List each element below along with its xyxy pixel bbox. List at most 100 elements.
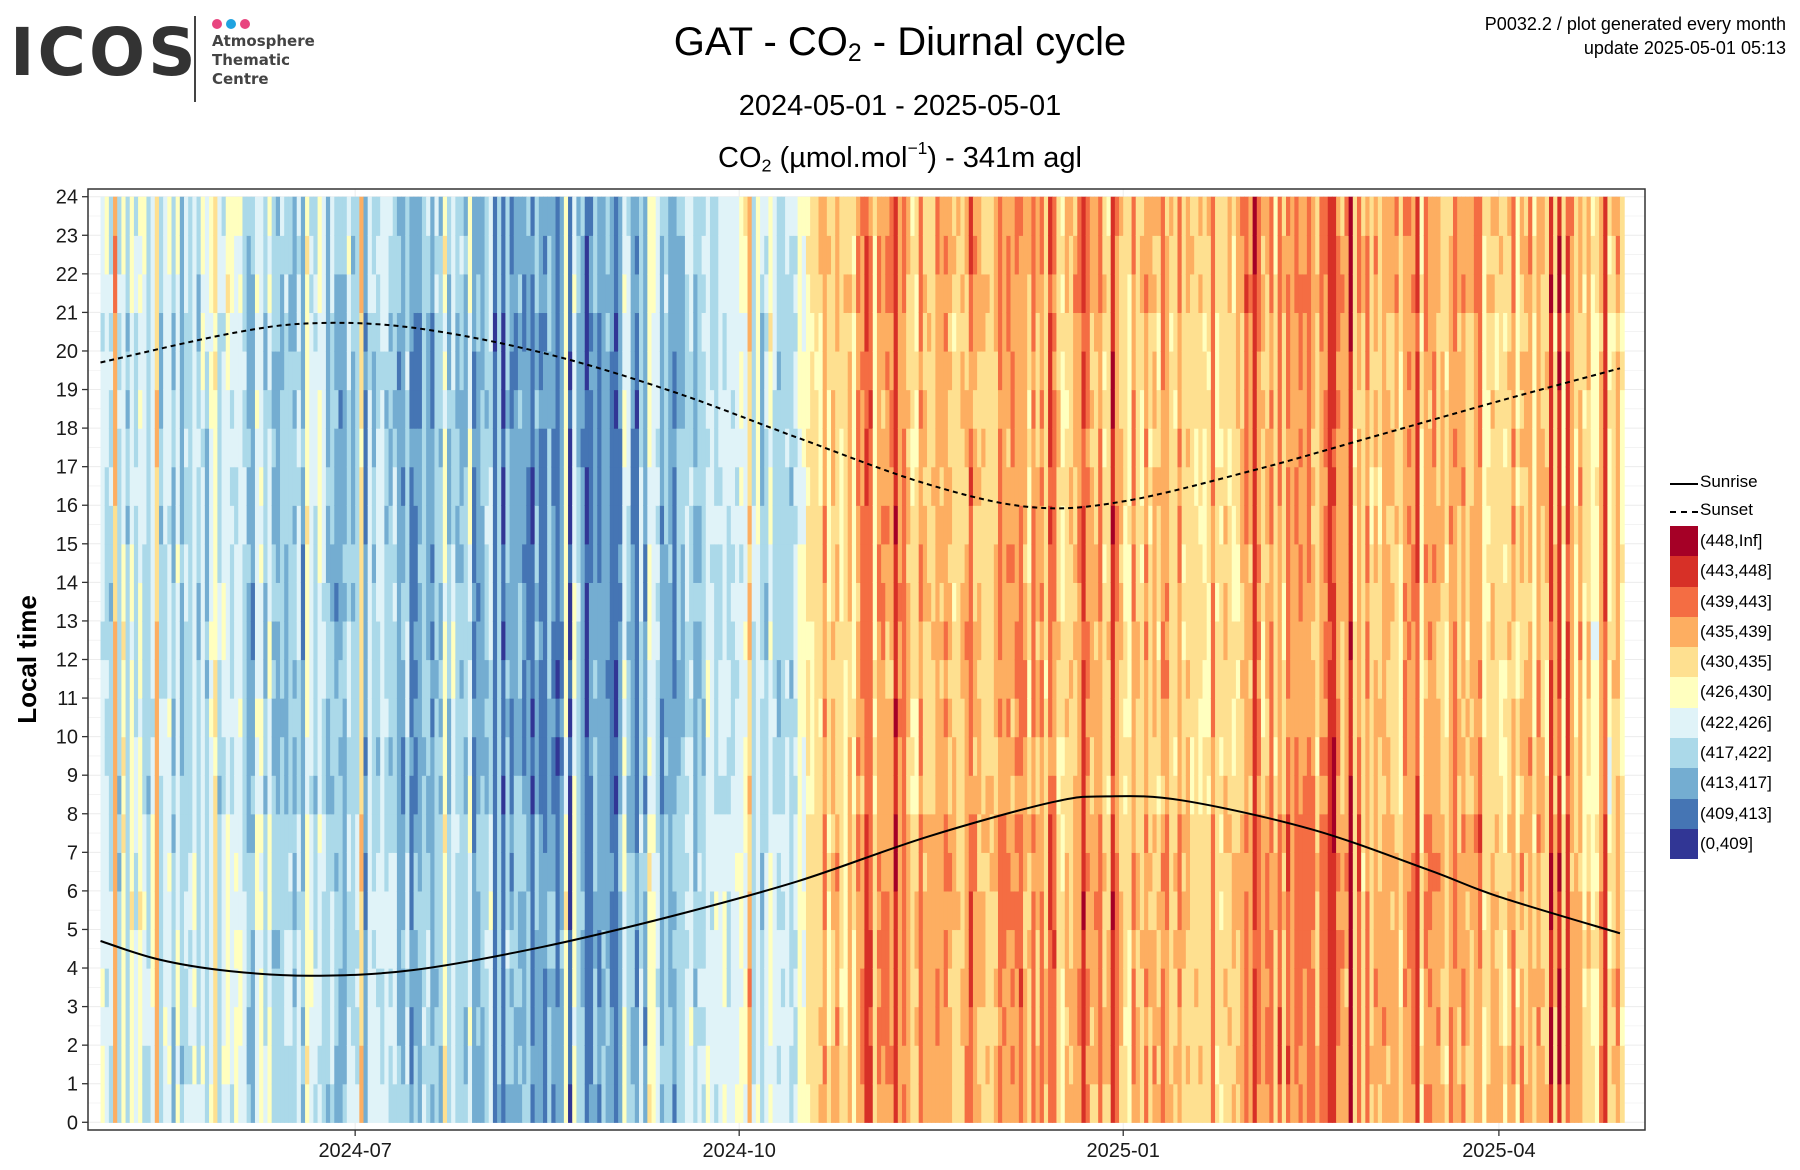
heatmap-cell: [810, 235, 815, 275]
heatmap-cell: [355, 929, 360, 969]
heatmap-cell: [509, 273, 515, 314]
logo-subtitle-line: Atmosphere: [212, 32, 315, 50]
heatmap-cell: [271, 813, 277, 853]
heatmap-cell: [714, 428, 719, 468]
heatmap-cell: [125, 852, 131, 892]
heatmap-cell: [313, 698, 319, 738]
heatmap-cell: [530, 775, 536, 815]
heatmap-cell: [522, 1045, 527, 1085]
heatmap-cell: [597, 1083, 603, 1123]
heatmap-cell: [430, 620, 436, 661]
heatmap-cell: [380, 890, 385, 931]
heatmap-cell: [534, 389, 540, 429]
heatmap-cell: [860, 543, 866, 583]
heatmap-cell: [371, 196, 377, 236]
heatmap-cell: [221, 698, 227, 738]
heatmap-cell: [935, 890, 941, 931]
heatmap-cell: [743, 620, 749, 661]
heatmap-cell: [705, 698, 711, 738]
heatmap-cell: [931, 543, 936, 583]
heatmap-cell: [184, 775, 189, 815]
heatmap-cell: [801, 543, 807, 583]
heatmap-cell: [275, 890, 281, 931]
heatmap-cell: [472, 620, 477, 661]
heatmap-cell: [104, 813, 110, 853]
heatmap-cell: [693, 775, 699, 815]
heatmap-cell: [555, 968, 561, 1008]
heatmap-cell: [885, 736, 891, 776]
heatmap-cell: [889, 389, 895, 429]
heatmap-cell: [405, 775, 411, 815]
heatmap-cell: [580, 852, 586, 892]
heatmap-cell: [947, 813, 953, 853]
heatmap-cell: [154, 775, 160, 815]
heatmap-cell: [396, 852, 402, 892]
heatmap-cell: [113, 620, 118, 661]
heatmap-cell: [568, 890, 573, 931]
heatmap-cell: [158, 350, 164, 391]
heatmap-cell: [342, 273, 348, 314]
heatmap-cell: [735, 350, 740, 391]
heatmap-cell: [626, 466, 632, 506]
heatmap-cell: [697, 582, 703, 622]
heatmap-cell: [451, 775, 456, 815]
heatmap-cell: [472, 968, 477, 1008]
heatmap-cell: [718, 543, 724, 583]
heatmap-cell: [901, 659, 907, 699]
heatmap-cell: [897, 312, 903, 352]
heatmap-cell: [442, 968, 448, 1008]
heatmap-cell: [872, 543, 878, 583]
heatmap-cell: [284, 698, 289, 738]
heatmap-cell: [263, 505, 269, 545]
heatmap-cell: [634, 698, 640, 738]
heatmap-cell: [776, 1006, 782, 1046]
heatmap-cell: [188, 1006, 193, 1046]
heatmap-cell: [885, 273, 891, 314]
heatmap-cell: [522, 505, 527, 545]
heatmap-cell: [551, 235, 557, 275]
heatmap-cell: [317, 852, 323, 892]
heatmap-cell: [864, 196, 870, 236]
heatmap-cell: [288, 1083, 294, 1123]
heatmap-cell: [755, 350, 761, 391]
heatmap-cell: [380, 698, 385, 738]
heatmap-cell: [209, 235, 214, 275]
heatmap-cell: [438, 1006, 444, 1046]
heatmap-cell: [442, 890, 448, 931]
logo-wordmark: ICOS: [10, 14, 199, 91]
heatmap-cell: [801, 852, 807, 892]
heatmap-cell: [893, 350, 899, 391]
heatmap-cell: [856, 736, 861, 776]
heatmap-cell: [467, 1006, 473, 1046]
heatmap-cell: [317, 389, 323, 429]
heatmap-cell: [935, 389, 941, 429]
heatmap-cell: [572, 312, 577, 352]
heatmap-cell: [158, 813, 164, 853]
heatmap-cell: [350, 389, 356, 429]
heatmap-cell: [901, 389, 907, 429]
heatmap-cell: [718, 235, 724, 275]
heatmap-cell: [563, 1006, 569, 1046]
heatmap-cell: [242, 350, 248, 391]
heatmap-cell: [555, 620, 561, 661]
heatmap-cell: [413, 582, 419, 622]
heatmap-cell: [835, 1083, 840, 1123]
heatmap-cell: [876, 235, 882, 275]
heatmap-cell: [559, 428, 565, 468]
heatmap-cell: [330, 1006, 335, 1046]
heatmap-cell: [634, 929, 640, 969]
heatmap-cell: [117, 620, 122, 661]
heatmap-cell: [814, 620, 820, 661]
heatmap-cell: [588, 659, 594, 699]
heatmap-cell: [129, 620, 135, 661]
heatmap-cell: [376, 505, 381, 545]
heatmap-cell: [910, 196, 916, 236]
heatmap-cell: [547, 312, 552, 352]
heatmap-cell: [542, 736, 548, 776]
heatmap-cell: [593, 196, 598, 236]
heatmap-cell: [334, 312, 340, 352]
heatmap-cell: [113, 929, 118, 969]
heatmap-cell: [492, 1045, 498, 1085]
heatmap-cell: [192, 273, 198, 314]
heatmap-cell: [526, 968, 532, 1008]
